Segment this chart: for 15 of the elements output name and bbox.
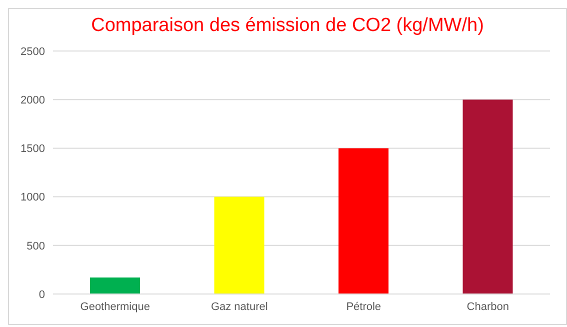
bar [214, 196, 264, 294]
y-tick-label: 2000 [20, 94, 45, 107]
bar [90, 277, 140, 294]
x-tick-label: Pétrole [346, 300, 382, 313]
y-tick-label: 1500 [20, 143, 45, 156]
y-tick-label: 2500 [20, 46, 45, 58]
chart-title: Comparaison des émission de CO2 (kg/MW/h) [90, 15, 485, 37]
bar [338, 148, 388, 294]
y-tick-label: 1000 [20, 192, 45, 204]
y-tick-label: 500 [26, 240, 45, 252]
x-tick-label: Gaz naturel [210, 300, 268, 313]
y-tick-label: 0 [38, 288, 45, 301]
x-tick-label: Charbon [466, 300, 509, 313]
x-tick-label: Geothermique [80, 300, 150, 313]
bar [462, 100, 513, 294]
